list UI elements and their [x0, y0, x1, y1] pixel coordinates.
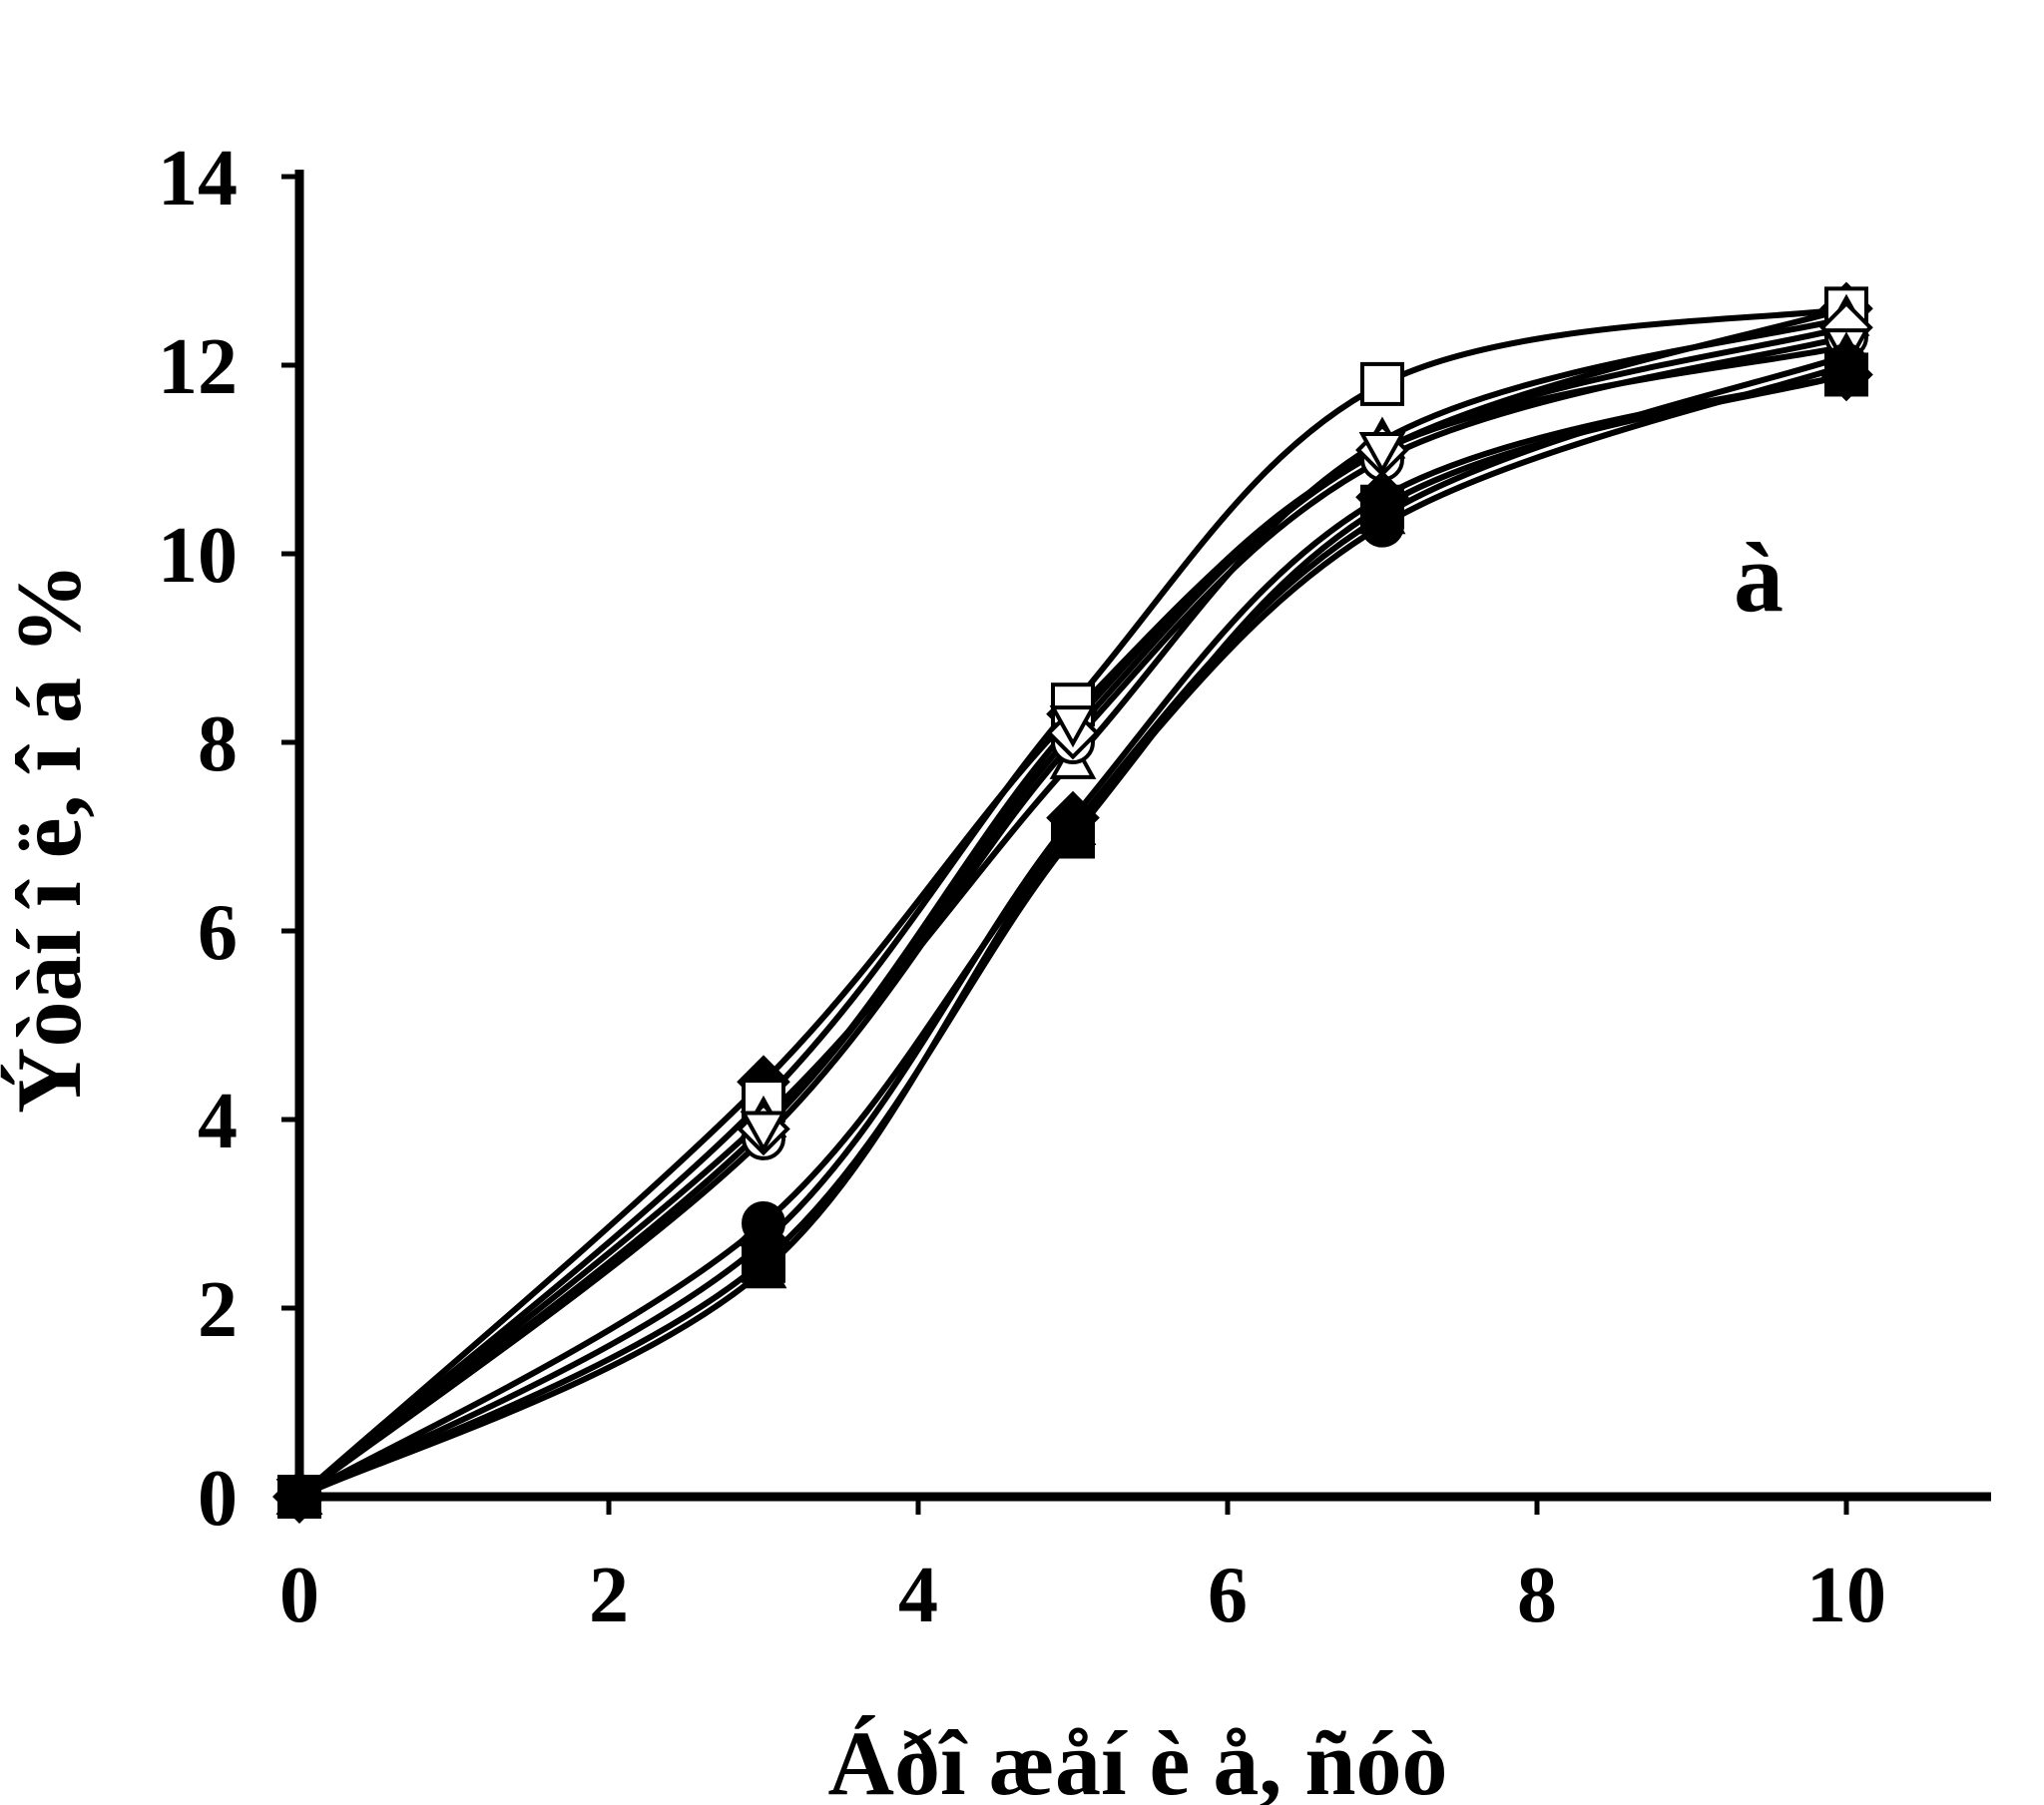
data-point-filled-diamond: [1819, 347, 1873, 402]
y-axis-title: Ýòàí î ë, î á %: [0, 563, 100, 1114]
axes-layer: 0 2 4 6 8 10 12 14 0 2 4 6 8 10: [158, 135, 1991, 1639]
y-tick-label: 12: [158, 323, 238, 411]
data-point-open-inverted-triangle: [1358, 432, 1406, 475]
x-tick-label: 4: [898, 1552, 938, 1639]
x-tick-label: 6: [1208, 1552, 1248, 1639]
y-tick-label: 10: [158, 512, 238, 600]
data-point-open-inverted-triangle: [1049, 705, 1097, 748]
data-point-filled-diamond: [1046, 790, 1100, 845]
x-tick-label: 8: [1517, 1552, 1557, 1639]
y-tick-label: 0: [198, 1455, 238, 1543]
y-tick-label: 2: [198, 1266, 238, 1354]
data-point-open-inverted-triangle: [740, 1111, 787, 1153]
y-tick-label: 4: [198, 1078, 238, 1165]
x-tick-label: 2: [589, 1552, 629, 1639]
data-point-filled-diamond: [737, 1215, 790, 1269]
series-layer: [272, 281, 1873, 1524]
data-point-filled-diamond: [1355, 470, 1409, 525]
x-tick-label: 10: [1806, 1552, 1886, 1639]
x-axis-title: Áðî æåí è å, ñóò: [828, 1712, 1448, 1805]
x-tick-label: 0: [279, 1552, 319, 1639]
series-lines: [296, 305, 1849, 1500]
y-tick-label: 6: [198, 889, 238, 977]
y-tick-label: 14: [158, 135, 238, 223]
series-line-6: [296, 343, 1849, 1500]
panel-label: à: [1734, 522, 1784, 633]
y-tick-label: 8: [198, 700, 238, 788]
data-point-open-square: [1360, 361, 1404, 406]
